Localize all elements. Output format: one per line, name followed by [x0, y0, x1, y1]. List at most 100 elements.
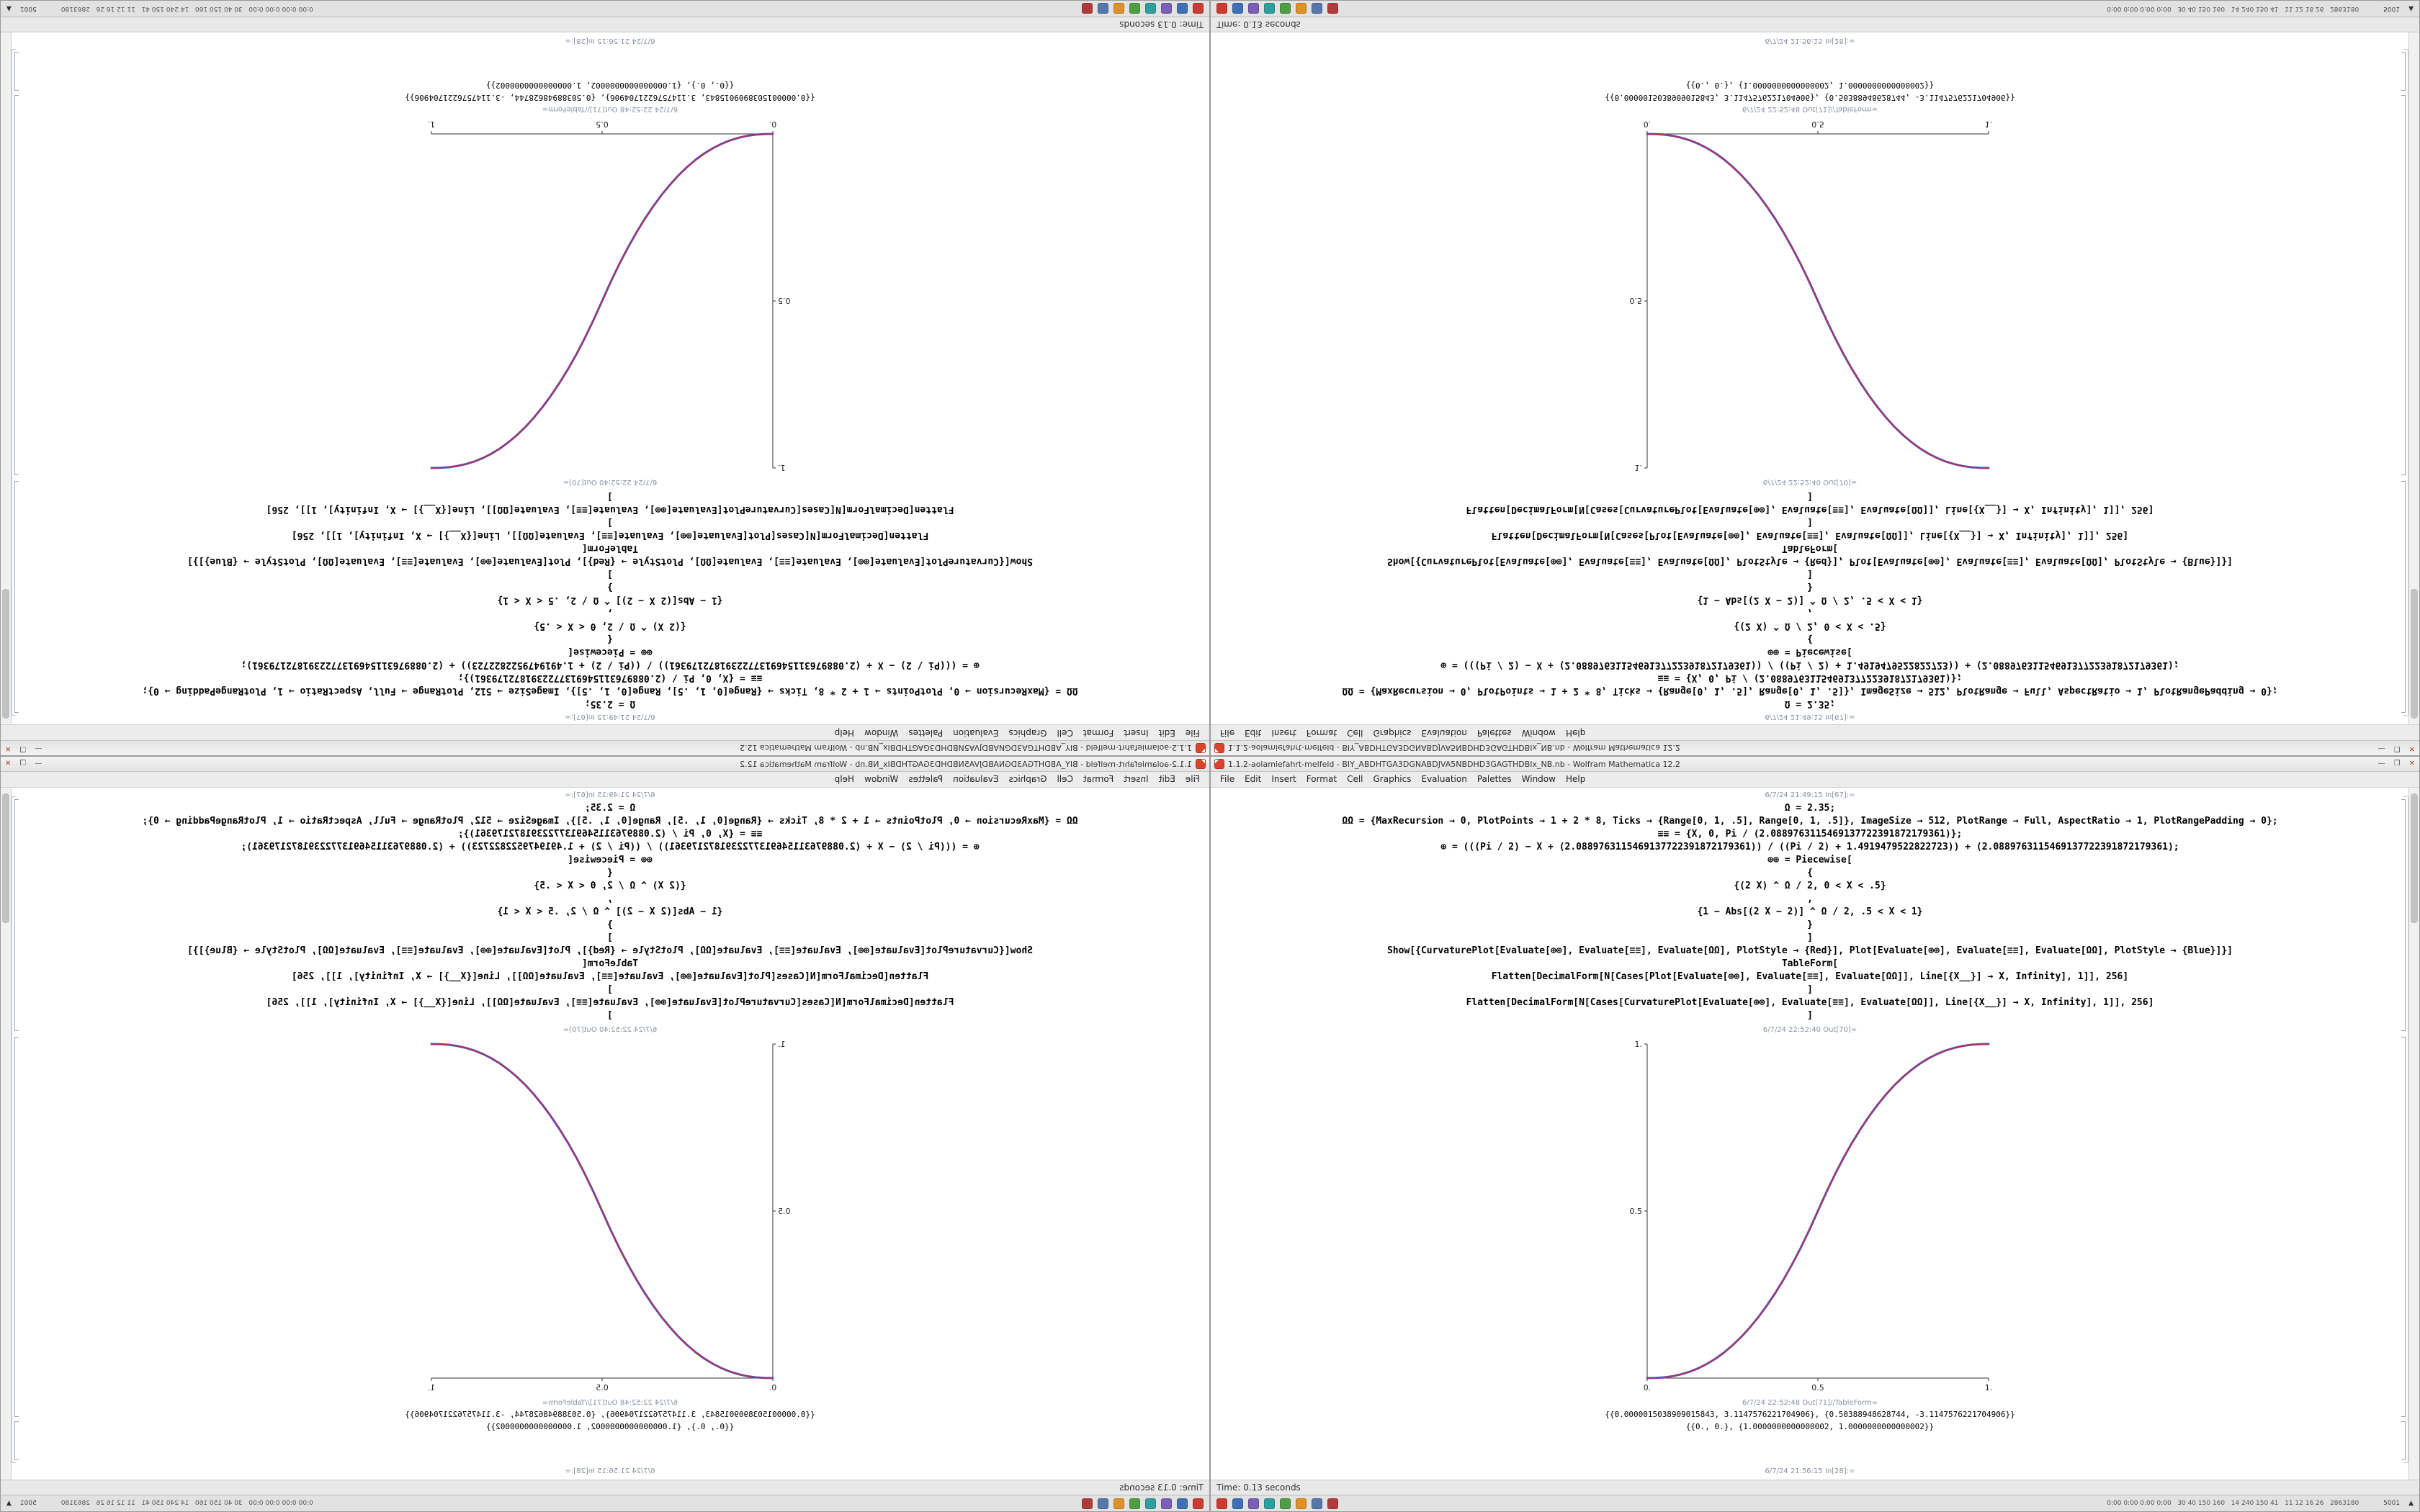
code-line[interactable]: {1 − Abs[(2 X − 2)] ^ Ω / 2, .5 < X < 1} [1697, 906, 1923, 917]
code-line[interactable]: {1 − Abs[(2 X − 2)] ^ Ω / 2, .5 < X < 1} [1697, 595, 1923, 606]
teal-app-icon[interactable] [1264, 3, 1275, 14]
tray-arrow-icon[interactable]: ▲ [6, 1499, 12, 1507]
darkred-app-icon[interactable] [1327, 3, 1338, 14]
orange-app-icon[interactable] [1296, 3, 1307, 14]
code-line[interactable]: {(2 X) ^ Ω / 2, 0 < X < .5} [534, 881, 686, 891]
scrollbar-thumb[interactable] [2411, 793, 2418, 923]
menu-item[interactable]: File [1220, 774, 1235, 784]
menu-item[interactable]: File [1220, 728, 1235, 738]
code-line[interactable]: ≡≡ = {X, 0, Pi / (2.08897631154691377223… [1657, 829, 1963, 840]
violet-app-icon[interactable] [1161, 1498, 1172, 1509]
notebook-content[interactable]: 6/7/24 21:49:15 In[67]:= Ω = 2.35; ΩΩ = {… [1211, 32, 2409, 724]
menu-item[interactable]: Format [1306, 774, 1337, 784]
code-line[interactable]: Show[{CurvaturePlot[Evaluate[⊕⊕], Evalua… [1386, 556, 2233, 567]
code-line[interactable]: Flatten[DecimalForm[N[Cases[CurvaturePlo… [266, 997, 954, 1008]
menu-item[interactable]: Cell [1057, 728, 1073, 738]
darkred-app-icon[interactable] [1327, 1498, 1338, 1509]
code-line[interactable]: ΩΩ = {MaxRecursion → 0, PlotPoints → 1 +… [1342, 685, 2278, 696]
code-line[interactable]: } [1807, 582, 1813, 593]
menu-item[interactable]: Insert [1271, 728, 1296, 738]
code-line[interactable]: Ω = 2.35; [584, 698, 636, 709]
blue-app-icon[interactable] [1177, 1498, 1188, 1509]
steel-app-icon[interactable] [1312, 1498, 1322, 1509]
input-cell-code[interactable]: Ω = 2.35; ΩΩ = {MaxRecursion → 0, PlotPoi… [142, 802, 1077, 1022]
close-button[interactable]: ✕ [5, 744, 12, 752]
menu-item[interactable]: File [1185, 728, 1200, 738]
maximize-button[interactable]: ❐ [2393, 760, 2401, 768]
code-line[interactable]: { [1807, 634, 1813, 644]
menu-item[interactable]: Help [1565, 774, 1586, 784]
teal-app-icon[interactable] [1145, 1498, 1156, 1509]
code-line[interactable]: TableForm[ [581, 958, 639, 969]
code-line[interactable]: ⊕⊕ = Piecewise[ [568, 647, 653, 657]
code-line[interactable]: Flatten[DecimalForm[N[Cases[CurvaturePlo… [266, 504, 954, 515]
blue-app-icon[interactable] [1177, 3, 1188, 14]
minimize-button[interactable]: — [2378, 744, 2385, 752]
menu-item[interactable]: Window [864, 728, 899, 738]
code-line[interactable]: Flatten[DecimalForm[N[Cases[Plot[Evaluat… [291, 530, 929, 541]
code-line[interactable]: ] [1807, 1010, 1813, 1021]
window-titlebar[interactable]: 1.1.2-aolamiefahrt-melfeld - BIY_ABDHTGA… [1211, 757, 2419, 772]
code-line[interactable]: ] [1807, 984, 1813, 995]
menu-item[interactable]: Graphics [1373, 728, 1412, 738]
code-line[interactable]: ≡≡ = {X, 0, Pi / (2.08897631154691377223… [457, 829, 763, 840]
code-line[interactable]: ≡≡ = {X, 0, Pi / (2.08897631154691377223… [457, 672, 763, 683]
vertical-scrollbar[interactable] [2408, 32, 2419, 724]
blue-app-icon[interactable] [1232, 3, 1243, 14]
maximize-button[interactable]: ❐ [2393, 744, 2401, 752]
menu-item[interactable]: Insert [1271, 774, 1296, 784]
steel-app-icon[interactable] [1098, 3, 1108, 14]
maximize-button[interactable]: ❐ [19, 744, 27, 752]
code-line[interactable]: ] [607, 569, 613, 580]
teal-app-icon[interactable] [1264, 1498, 1275, 1509]
steel-app-icon[interactable] [1312, 3, 1322, 14]
code-line[interactable]: ⊕ = (((Pi / 2) − X + (2.0889763115469137… [1440, 660, 2179, 670]
menu-item[interactable]: Help [834, 728, 855, 738]
menu-item[interactable]: Format [1306, 728, 1337, 738]
notebook-content[interactable]: 6/7/24 21:49:15 In[67]:= Ω = 2.35; ΩΩ = {… [11, 788, 1209, 1480]
vertical-scrollbar[interactable] [1, 788, 12, 1480]
minimize-button[interactable]: — [35, 760, 42, 768]
tray-arrow-icon[interactable]: ▲ [2408, 1499, 2414, 1507]
menu-item[interactable]: File [1185, 774, 1200, 784]
menu-item[interactable]: Evaluation [953, 774, 999, 784]
input-cell-code[interactable]: Ω = 2.35; ΩΩ = {MaxRecursion → 0, PlotPoi… [1342, 802, 2277, 1022]
menu-item[interactable]: Help [834, 774, 855, 784]
red-app-icon[interactable] [1193, 3, 1204, 14]
code-line[interactable]: {1 − Abs[(2 X − 2)] ^ Ω / 2, .5 < X < 1} [497, 595, 723, 606]
menu-item[interactable]: Cell [1347, 728, 1363, 738]
code-line[interactable]: ] [607, 491, 613, 502]
code-line[interactable]: { [607, 634, 613, 644]
menu-item[interactable]: Cell [1057, 774, 1073, 784]
orange-app-icon[interactable] [1113, 1498, 1124, 1509]
menu-item[interactable]: Evaluation [1421, 774, 1467, 784]
code-line[interactable]: {(2 X) ^ Ω / 2, 0 < X < .5} [1734, 621, 1886, 631]
close-button[interactable]: ✕ [2408, 744, 2415, 752]
code-line[interactable]: } [1807, 919, 1813, 930]
window-titlebar[interactable]: 1.1.2-aolamiefahrt-melfeld - BIY_ABDHTGA… [1, 757, 1209, 772]
code-line[interactable]: {(2 X) ^ Ω / 2, 0 < X < .5} [534, 621, 686, 631]
menu-item[interactable]: Format [1083, 728, 1114, 738]
code-line[interactable]: ≡≡ = {X, 0, Pi / (2.08897631154691377223… [1657, 672, 1963, 683]
menu-item[interactable]: Window [864, 774, 899, 784]
menu-item[interactable]: Evaluation [953, 728, 999, 738]
code-line[interactable]: ] [1807, 517, 1813, 528]
scrollbar-thumb[interactable] [2, 793, 9, 923]
code-line[interactable]: , [607, 894, 613, 904]
minimize-button[interactable]: — [2378, 760, 2385, 768]
window-titlebar[interactable]: 1.1.2-aolamiefahrt-melfeld - BIY_ABDHTGA… [1, 740, 1209, 755]
code-line[interactable]: TableForm[ [581, 543, 639, 554]
notebook-content[interactable]: 6/7/24 21:49:15 In[67]:= Ω = 2.35; ΩΩ = {… [11, 32, 1209, 724]
menu-item[interactable]: Edit [1245, 774, 1262, 784]
darkred-app-icon[interactable] [1082, 1498, 1093, 1509]
green-app-icon[interactable] [1129, 1498, 1140, 1509]
code-line[interactable]: ] [1807, 932, 1813, 943]
tray-arrow-icon[interactable]: ▲ [2408, 5, 2414, 13]
minimize-button[interactable]: — [35, 744, 42, 752]
code-line[interactable]: ] [607, 932, 613, 943]
menu-item[interactable]: Cell [1347, 774, 1363, 784]
notebook-content[interactable]: 6/7/24 21:49:15 In[67]:= Ω = 2.35; ΩΩ = {… [1211, 788, 2409, 1480]
window-titlebar[interactable]: 1.1.2-aolamiefahrt-melfeld - BIY_ABDHTGA… [1211, 740, 2419, 755]
code-line[interactable]: Flatten[DecimalForm[N[Cases[Plot[Evaluat… [1491, 971, 2129, 982]
menu-item[interactable]: Palettes [1476, 728, 1512, 738]
